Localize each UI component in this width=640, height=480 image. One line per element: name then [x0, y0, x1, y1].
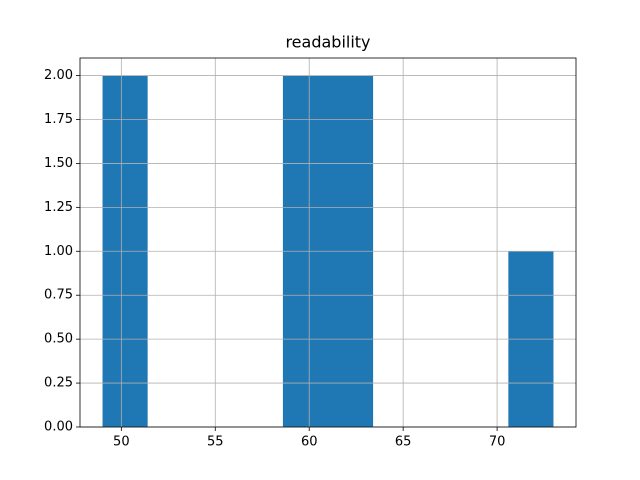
x-tick-label: 55	[207, 435, 224, 450]
y-tick-label: 0.75	[44, 288, 73, 303]
x-tick-label: 60	[301, 435, 318, 450]
y-tick-label: 1.50	[44, 156, 73, 171]
y-tick-label: 1.00	[44, 244, 73, 259]
y-tick-label: 0.00	[44, 420, 73, 435]
y-tick-label: 1.75	[44, 112, 73, 127]
y-tick-label: 0.25	[44, 376, 73, 391]
chart-title: readability	[285, 33, 370, 52]
y-tick-label: 1.25	[44, 200, 73, 215]
axes-frame	[79, 57, 577, 428]
y-tick-label: 2.00	[44, 68, 73, 83]
x-tick-label: 65	[395, 435, 412, 450]
x-tick-label: 50	[113, 435, 130, 450]
y-tick-label: 0.50	[44, 332, 73, 347]
x-tick-label: 70	[489, 435, 506, 450]
